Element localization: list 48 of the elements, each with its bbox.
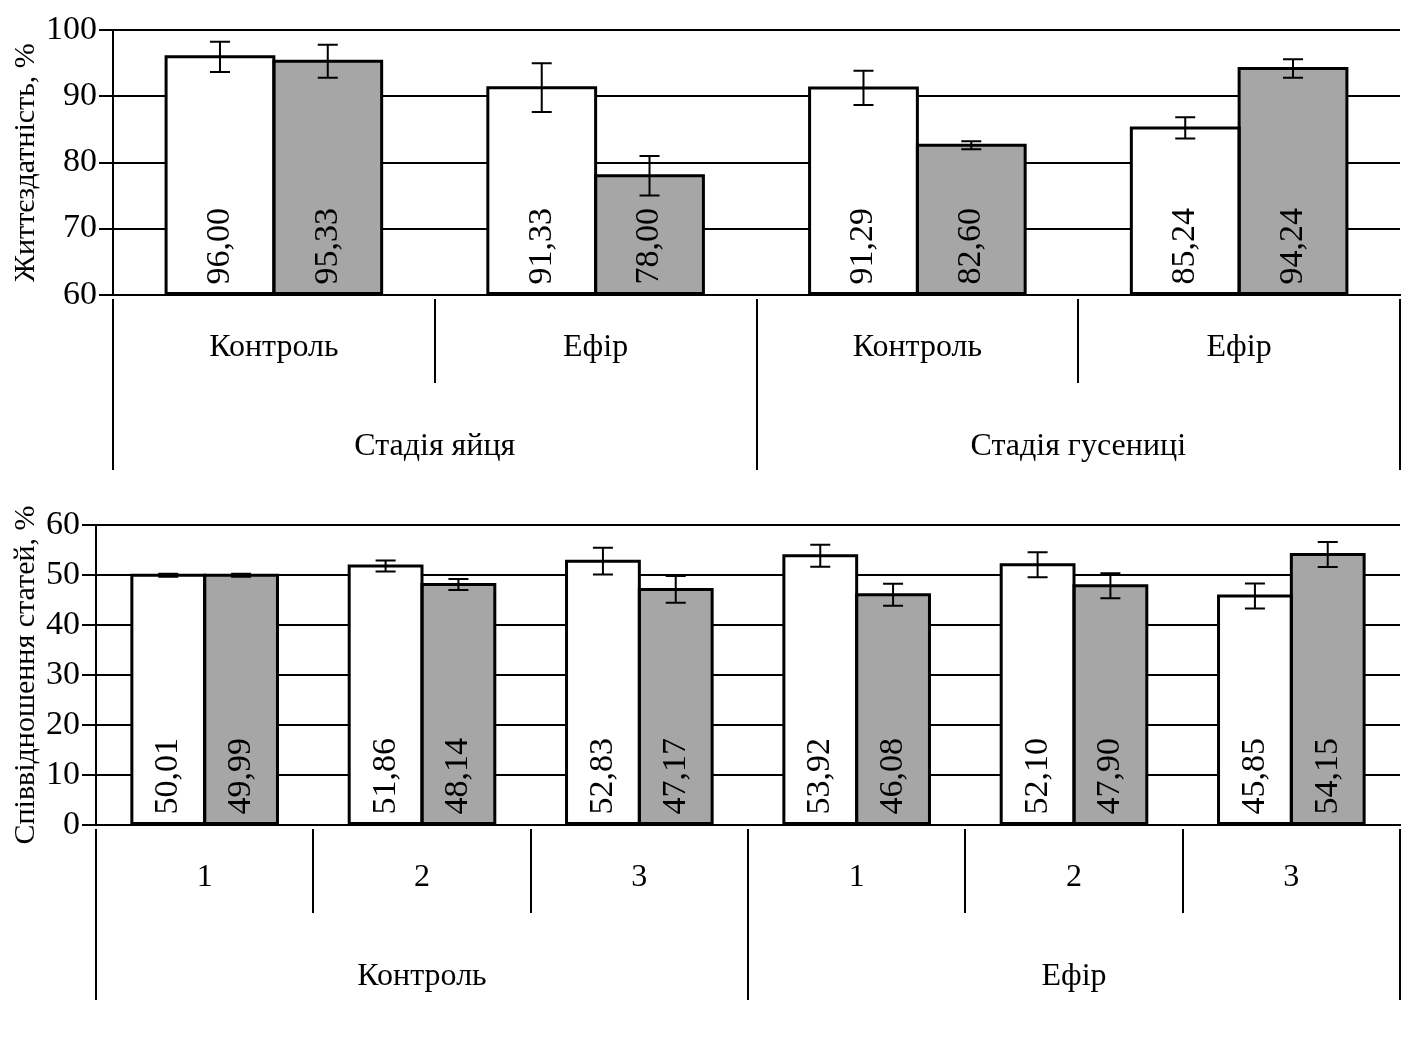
x-tick-label: 3 [1283,857,1300,894]
y-tick-label: 60 [46,504,80,542]
x-tick-label: Ефір [1206,327,1272,364]
data-label: 48,14 [437,738,475,815]
y-tick-label: 70 [63,207,97,245]
data-label: 91,33 [520,208,558,285]
x-tick-label: 1 [848,857,865,894]
y-axis-title: Життєздатність, % [6,43,40,282]
data-label: 47,90 [1089,738,1127,815]
y-tick-label: 50 [46,554,80,592]
y-tick-label: 90 [63,75,97,113]
text: Ефір [1041,956,1107,993]
x-tick-label: Ефір [563,327,629,364]
y-tick-label: 10 [46,753,80,791]
data-label: 45,85 [1233,738,1271,815]
x-tick-label: 1 [196,857,213,894]
text: Контроль [357,956,487,993]
data-label: 53,92 [799,738,837,815]
data-label: 82,60 [950,208,988,285]
x-tick-label: Контроль [852,327,983,364]
data-label: 46,08 [871,738,909,815]
y-tick-label: 60 [63,273,97,311]
data-label: 47,17 [654,738,692,815]
y-axis-title: Співвідношення статей, % [6,505,40,845]
data-label: 78,00 [628,208,666,285]
x-tick-label: 2 [414,857,430,894]
y-tick-label: 20 [46,703,80,741]
text: Стадія гусениці [970,426,1187,463]
data-label: 52,10 [1016,738,1054,815]
y-tick-label: 0 [63,803,80,841]
x-tick-label: Контроль [209,327,339,364]
data-label: 52,83 [581,738,619,815]
y-tick-label: 40 [46,604,80,642]
data-label: 51,86 [364,738,402,815]
y-tick-label: 30 [46,653,80,691]
data-label: 50,01 [147,738,185,815]
data-label: 95,33 [306,208,344,285]
data-label: 54,15 [1306,738,1344,815]
y-tick-label: 80 [63,141,97,179]
x-tick-label: 2 [1066,857,1082,894]
data-label: 94,24 [1271,208,1309,285]
data-label: 91,29 [842,208,880,285]
data-label: 96,00 [198,208,236,285]
data-label: 49,99 [219,738,257,815]
y-tick-label: 100 [46,9,97,47]
x-tick-label: 3 [631,857,648,894]
data-label: 85,24 [1164,208,1202,285]
text: Стадія яйця [354,426,516,463]
